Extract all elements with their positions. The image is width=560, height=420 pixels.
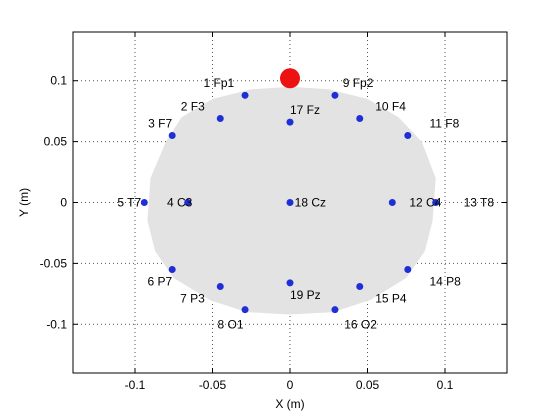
- electrode-marker-11-f8: [404, 132, 412, 140]
- electrode-marker-9-fp2: [331, 91, 339, 99]
- electrode-label-9-fp2: 9 Fp2: [343, 76, 374, 90]
- y-tick-label: 0: [60, 196, 67, 210]
- electrode-marker-5-t7: [140, 199, 148, 206]
- axis-ticks: -0.1 -0.05 0 0.05 0.1 -0.1 -0.05 0 0.05 0.1: [40, 32, 507, 392]
- electrode-marker-8-o1: [241, 306, 249, 314]
- electrode-label-18-cz: 18 Cz: [295, 196, 326, 210]
- electrode-marker-6-p7: [168, 265, 176, 273]
- electrode-marker-12-c4: [388, 199, 396, 206]
- y-tick-label: 0.05: [44, 135, 68, 149]
- electrode-marker-3-f7: [168, 132, 176, 140]
- electrode-markers: [140, 91, 440, 314]
- electrode-label-16-o2: 16 O2: [344, 317, 377, 331]
- electrode-marker-14-p8: [404, 265, 412, 273]
- x-tick-label: -0.1: [125, 378, 146, 392]
- electrode-label-13-t8: 13 T8: [464, 196, 495, 210]
- electrode-label-7-p3: 7 P3: [180, 292, 205, 306]
- electrode-marker-13-t8: [432, 199, 440, 206]
- electrode-label-2-f3: 2 F3: [181, 99, 205, 113]
- x-tick-label: -0.05: [199, 378, 227, 392]
- y-tick-label: 0.1: [50, 74, 67, 88]
- electrode-label-19-pz: 19 Pz: [290, 288, 321, 302]
- electrode-label-15-p4: 15 P4: [375, 292, 407, 306]
- electrode-label-17-fz: 17 Fz: [290, 103, 320, 117]
- x-tick-label: 0.1: [437, 378, 454, 392]
- y-tick-label: -0.1: [46, 317, 67, 331]
- electrode-marker-1-fp1: [241, 91, 249, 99]
- electrode-marker-16-o2: [331, 306, 339, 314]
- x-tick-label: 0.05: [356, 378, 380, 392]
- electrode-label-8-o1: 8 O1: [217, 317, 243, 331]
- electrode-label-11-f8: 11 F8: [430, 116, 460, 130]
- electrode-label-12-c4: 12 C4: [409, 196, 441, 210]
- electrode-marker-4-c3: [184, 199, 192, 206]
- electrode-marker-15-p4: [356, 283, 364, 291]
- nose-marker: [280, 68, 300, 89]
- electrode-marker-10-f4: [356, 114, 364, 122]
- electrode-marker-17-fz: [286, 118, 294, 126]
- electrode-label-5-t7: 5 T7: [117, 196, 141, 210]
- electrode-labels: 1 Fp1 9 Fp2 2 F3 17 Fz 10 F4 3 F7 11 F8 5 T7 4 C…: [117, 76, 494, 331]
- x-tick-label: 0: [287, 378, 294, 392]
- electrode-label-1-fp1: 1 Fp1: [204, 76, 235, 90]
- y-tick-label: -0.05: [40, 256, 68, 270]
- electrode-marker-18-cz: [286, 199, 294, 206]
- electrode-label-10-f4: 10 F4: [375, 99, 406, 113]
- y-axis-label: Y (m): [17, 188, 31, 217]
- electrode-label-3-f7: 3 F7: [148, 116, 172, 130]
- electrode-label-6-p7: 6 P7: [148, 275, 173, 289]
- electrode-label-4-c3: 4 C3: [167, 196, 193, 210]
- electrode-marker-19-pz: [286, 279, 294, 287]
- electrode-marker-7-p3: [216, 283, 224, 291]
- electrode-label-14-p8: 14 P8: [430, 275, 462, 289]
- nose-marker-group: [280, 68, 300, 89]
- x-axis-label: X (m): [275, 397, 304, 411]
- electrode-marker-2-f3: [216, 114, 224, 122]
